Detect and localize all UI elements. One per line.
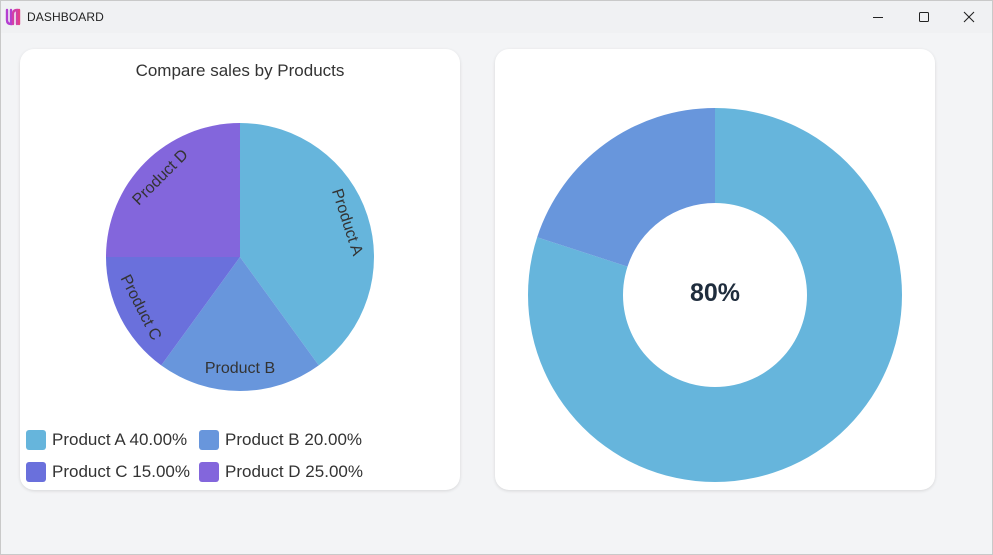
minimize-button[interactable]	[855, 1, 901, 33]
donut-segment-1[interactable]	[528, 108, 902, 482]
legend-swatch	[26, 430, 46, 450]
legend-item-product-b[interactable]: Product B 20.00%	[199, 429, 362, 451]
legend-label: Product D 25.00%	[225, 462, 363, 481]
legend-item-product-a[interactable]: Product A 40.00%	[26, 429, 187, 451]
pie-slice-product-c[interactable]	[106, 257, 240, 366]
minimize-icon	[873, 17, 883, 18]
window-title: DASHBOARD	[27, 10, 104, 24]
pie-chart-card: Compare sales by Products Product A Produ…	[20, 49, 460, 490]
donut-chart	[528, 108, 902, 482]
legend-swatch	[199, 462, 219, 482]
pie-chart-title: Compare sales by Products	[135, 61, 345, 80]
donut-center-label: 80%	[689, 279, 741, 307]
legend-label: Product C 15.00%	[52, 462, 190, 481]
close-button[interactable]	[946, 1, 992, 33]
legend-label: Product A 40.00%	[52, 430, 188, 449]
legend-swatch	[199, 430, 219, 450]
donut-segment-2[interactable]	[537, 108, 715, 267]
maximize-icon	[919, 12, 929, 22]
pie-slice-product-a[interactable]	[240, 123, 374, 366]
legend-label: Product B 20.00%	[225, 430, 363, 449]
pie-slice-label: Product B	[205, 360, 275, 377]
close-icon	[963, 11, 975, 23]
app-logo-icon	[5, 8, 21, 26]
pie-slice-product-d[interactable]	[106, 123, 240, 257]
pie-slice-product-b[interactable]	[161, 257, 319, 391]
title-bar[interactable]: DASHBOARD	[1, 1, 992, 33]
legend-item-product-d[interactable]: Product D 25.00%	[199, 461, 363, 483]
maximize-button[interactable]	[901, 1, 947, 33]
legend-swatch	[26, 462, 46, 482]
legend-item-product-c[interactable]: Product C 15.00%	[26, 461, 190, 483]
donut-chart-card: 80%	[495, 49, 935, 490]
